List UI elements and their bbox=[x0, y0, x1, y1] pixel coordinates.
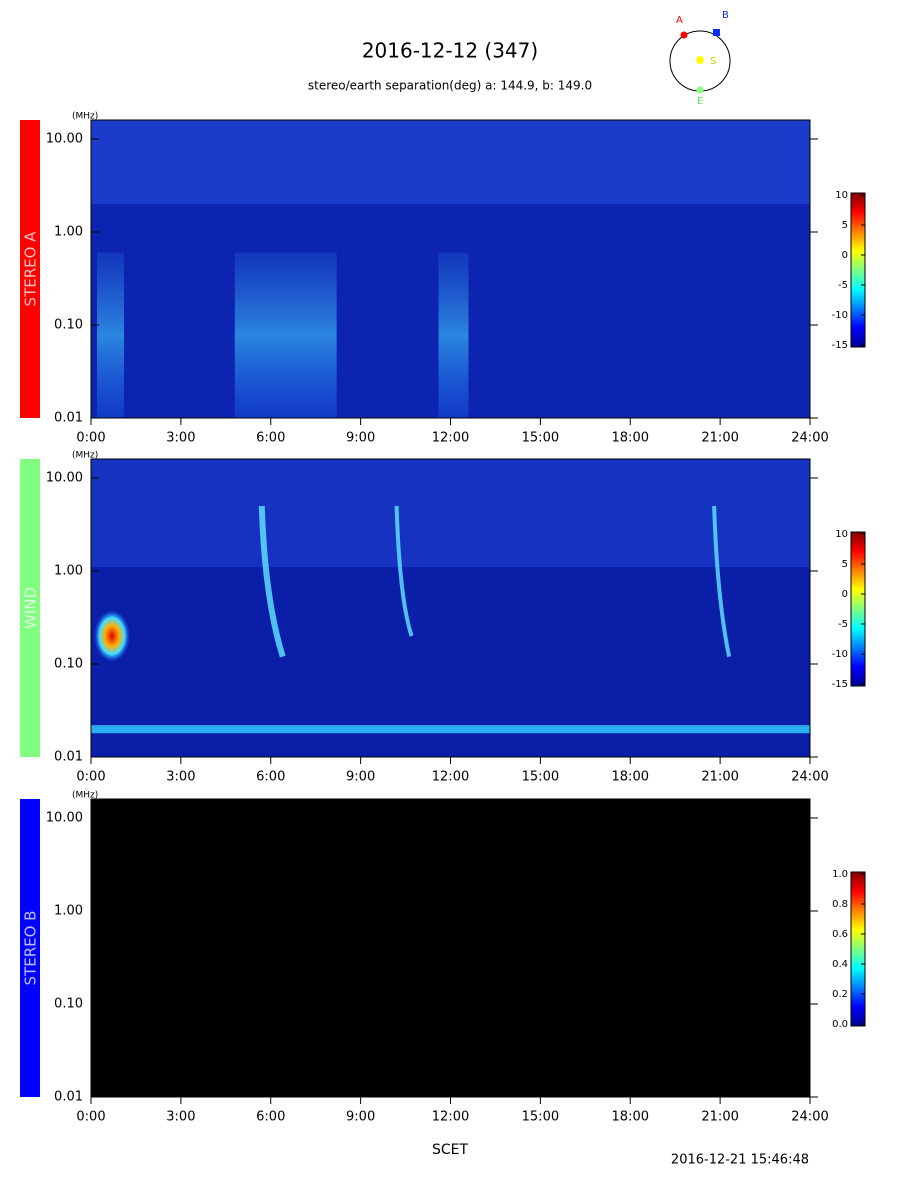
title: 2016-12-12 (347) bbox=[362, 39, 538, 63]
orbit-label: S bbox=[710, 56, 716, 67]
y-unit: (MHz) bbox=[72, 791, 98, 801]
instrument-bar bbox=[20, 459, 40, 757]
colorbar-tick-label: 0 bbox=[842, 589, 848, 600]
panel: STEREO B (MHz) 0.01 0.10 1.00 10.00 0:00 3:00 6:… bbox=[20, 791, 866, 1125]
y-tick-label: 0.01 bbox=[54, 411, 83, 426]
x-tick-label: 6:00 bbox=[256, 431, 285, 446]
y-tick-label: 1.00 bbox=[54, 903, 83, 918]
burst-texture bbox=[438, 252, 469, 418]
x-tick-label: 0:00 bbox=[76, 431, 105, 446]
y-tick-label: 0.01 bbox=[54, 1090, 83, 1105]
colorbar-tick-label: -10 bbox=[832, 310, 848, 321]
colorbar-tick-label: -15 bbox=[832, 679, 848, 690]
colorbar-tick-label: -15 bbox=[832, 340, 848, 351]
x-tick-label: 24:00 bbox=[791, 1110, 828, 1125]
y-unit: (MHz) bbox=[72, 112, 98, 122]
x-tick-label: 24:00 bbox=[791, 431, 828, 446]
orbit-label: E bbox=[697, 96, 703, 107]
colorbar bbox=[850, 871, 866, 1027]
y-tick-label: 1.00 bbox=[54, 563, 83, 578]
type-iii-burst bbox=[258, 505, 286, 658]
burst-texture bbox=[96, 252, 124, 418]
x-tick-label: 0:00 bbox=[76, 770, 105, 785]
x-tick-label: 21:00 bbox=[701, 431, 738, 446]
colorbar-tick-label: 0.6 bbox=[832, 929, 848, 940]
x-tick-label: 12:00 bbox=[432, 431, 469, 446]
y-tick-label: 0.10 bbox=[54, 656, 83, 671]
x-tick-label: 9:00 bbox=[346, 770, 375, 785]
y-tick-label: 10.00 bbox=[46, 810, 83, 825]
x-tick-label: 21:00 bbox=[701, 770, 738, 785]
y-tick-label: 0.10 bbox=[54, 996, 83, 1011]
colorbar-tick-label: 10 bbox=[835, 190, 848, 201]
spectrogram bbox=[91, 799, 810, 1097]
x-axis-label: SCET bbox=[432, 1142, 469, 1158]
instrument-label: WIND bbox=[22, 587, 40, 629]
colorbar bbox=[850, 531, 866, 687]
y-tick-label: 10.00 bbox=[46, 470, 83, 485]
instrument-bar bbox=[20, 120, 40, 418]
orbit-a bbox=[680, 31, 688, 39]
colorbar-tick-label: 0.2 bbox=[832, 989, 848, 1000]
x-tick-label: 15:00 bbox=[522, 1110, 559, 1125]
x-tick-label: 0:00 bbox=[76, 1110, 105, 1125]
colorbar-tick-label: 0 bbox=[842, 250, 848, 261]
y-tick-label: 0.10 bbox=[54, 317, 83, 332]
x-tick-label: 21:00 bbox=[701, 1110, 738, 1125]
background-band bbox=[91, 725, 810, 734]
x-tick-label: 12:00 bbox=[432, 1110, 469, 1125]
x-tick-label: 6:00 bbox=[256, 1110, 285, 1125]
x-tick-label: 6:00 bbox=[256, 770, 285, 785]
type-iii-burst bbox=[394, 505, 414, 637]
x-tick-label: 18:00 bbox=[612, 770, 649, 785]
colorbar-tick-label: 5 bbox=[842, 220, 848, 231]
timestamp: 2016-12-21 15:46:48 bbox=[671, 1153, 809, 1168]
colorbar-tick-label: 0.8 bbox=[832, 899, 848, 910]
colorbar-tick-label: -5 bbox=[838, 619, 848, 630]
instrument-bar bbox=[20, 799, 40, 1097]
colorbar-tick-label: 1.0 bbox=[832, 869, 848, 880]
instrument-label: STEREO B bbox=[22, 911, 40, 986]
instrument-label: STEREO A bbox=[22, 231, 40, 307]
y-tick-label: 1.00 bbox=[54, 224, 83, 239]
y-tick-label: 0.01 bbox=[54, 750, 83, 765]
colorbar-tick-label: -10 bbox=[832, 649, 848, 660]
x-tick-label: 12:00 bbox=[432, 770, 469, 785]
orbit-e bbox=[696, 86, 704, 94]
type-iii-burst bbox=[712, 505, 732, 658]
x-tick-label: 24:00 bbox=[791, 770, 828, 785]
colorbar bbox=[850, 192, 866, 348]
noise-band bbox=[91, 120, 810, 204]
colorbar-tick-label: 10 bbox=[835, 529, 848, 540]
x-tick-label: 3:00 bbox=[166, 431, 195, 446]
noise-band bbox=[91, 459, 810, 568]
hot-burst bbox=[93, 609, 130, 662]
orbit-diagram: A B S E bbox=[669, 10, 731, 107]
subtitle: stereo/earth separation(deg) a: 144.9, b… bbox=[308, 79, 592, 93]
orbit-label: B bbox=[722, 10, 729, 21]
x-tick-label: 15:00 bbox=[522, 431, 559, 446]
y-unit: (MHz) bbox=[72, 451, 98, 461]
orbit-s bbox=[696, 56, 704, 64]
burst-texture bbox=[234, 252, 337, 418]
x-tick-label: 15:00 bbox=[522, 770, 559, 785]
x-tick-label: 9:00 bbox=[346, 1110, 375, 1125]
orbit-b bbox=[713, 29, 720, 36]
x-tick-label: 3:00 bbox=[166, 1110, 195, 1125]
colorbar-tick-label: -5 bbox=[838, 280, 848, 291]
x-tick-label: 18:00 bbox=[612, 431, 649, 446]
colorbar-tick-label: 5 bbox=[842, 559, 848, 570]
panel: WIND (MHz) 0.01 0.10 1.00 10.00 0:00 3:00 6:00 9:… bbox=[20, 451, 866, 785]
orbit-label: A bbox=[676, 15, 683, 26]
colorbar-tick-label: 0.0 bbox=[832, 1019, 848, 1030]
x-tick-label: 9:00 bbox=[346, 431, 375, 446]
y-tick-label: 10.00 bbox=[46, 131, 83, 146]
x-tick-label: 3:00 bbox=[166, 770, 195, 785]
x-tick-label: 18:00 bbox=[612, 1110, 649, 1125]
panel: STEREO A (MHz) 0.01 0.10 1.00 10.00 0:00 3:00 6:… bbox=[20, 112, 866, 446]
colorbar-tick-label: 0.4 bbox=[832, 959, 848, 970]
